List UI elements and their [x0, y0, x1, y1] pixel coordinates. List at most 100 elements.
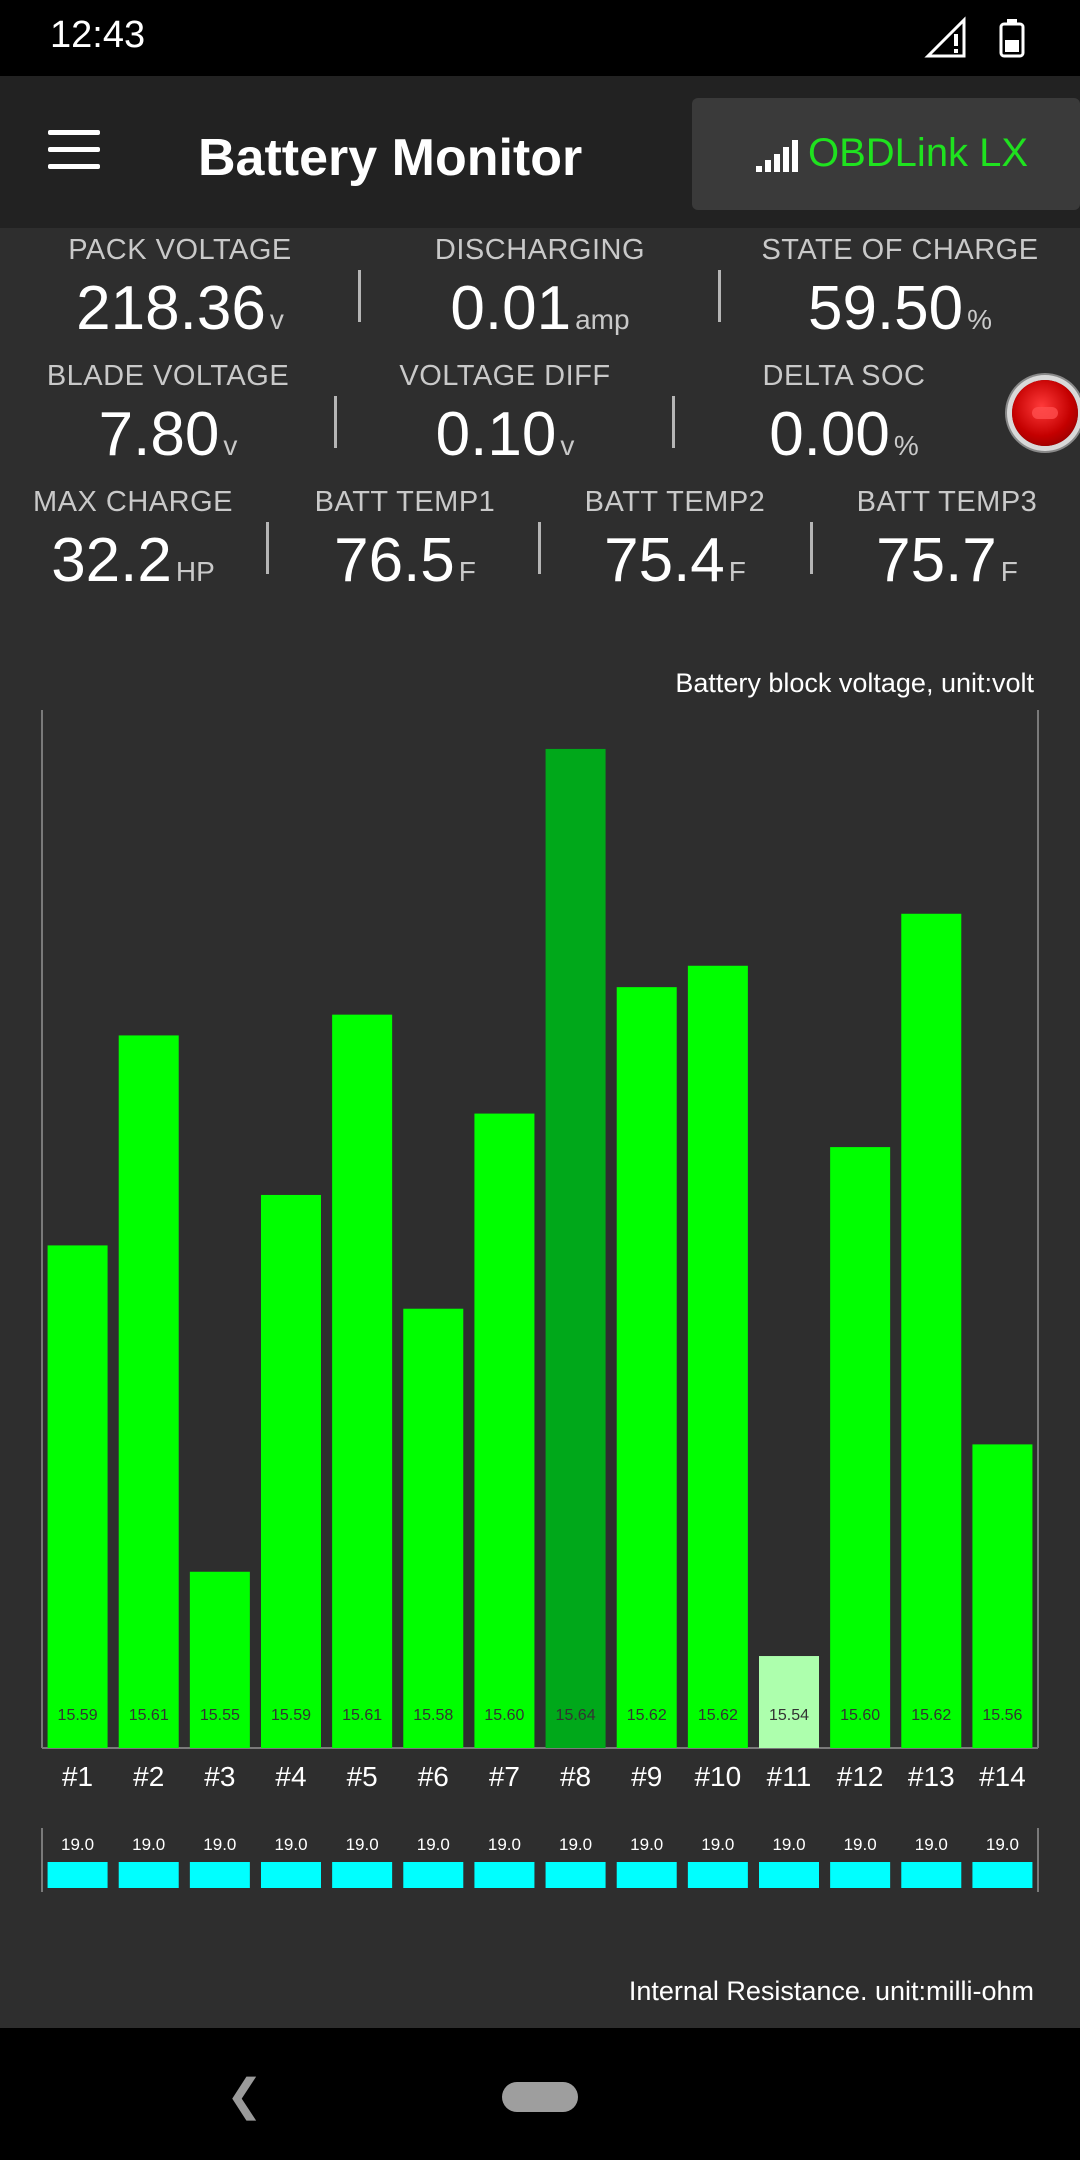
cell-label: #4: [275, 1761, 306, 1792]
battery-panel: PACK VOLTAGE 218.36 v DISCHARGING 0.01 amp…: [0, 228, 1080, 2028]
cell-label: #5: [347, 1761, 378, 1792]
cell-label: #3: [204, 1761, 235, 1792]
voltage-bar-value: 15.55: [200, 1707, 240, 1724]
metric-label: VOLTAGE DIFF: [399, 360, 611, 392]
voltage-bar: [759, 1656, 819, 1748]
app-bar: Battery Monitor OBDLink LX: [0, 76, 1080, 228]
voltage-bar-value: 15.59: [58, 1707, 98, 1724]
resistance-bar: [332, 1862, 393, 1888]
metric-label: BATT TEMP2: [584, 486, 766, 518]
status-bar: 12:43: [0, 0, 1080, 76]
divider: [266, 522, 269, 574]
resistance-value: 19.0: [488, 1835, 521, 1854]
voltage-bar: [47, 1245, 108, 1748]
resistance-value: 19.0: [417, 1835, 450, 1854]
metric-unit: %: [893, 430, 919, 461]
battery-icon: [999, 19, 1025, 58]
home-pill-button[interactable]: [502, 2082, 578, 2112]
signal-strength-icon: [756, 140, 798, 172]
resistance-bar: [972, 1862, 1033, 1888]
voltage-bar: [189, 1571, 250, 1748]
voltage-bar: [830, 1147, 891, 1748]
obd-adapter-label: OBDLink LX: [808, 131, 1029, 175]
voltage-bar-value: 15.62: [911, 1707, 951, 1724]
cell-label: #10: [694, 1761, 741, 1792]
resistance-bar: [261, 1862, 321, 1888]
voltage-bar-value: 15.61: [342, 1707, 382, 1724]
voltage-bar: [972, 1444, 1033, 1748]
signal-icon: [924, 16, 966, 58]
metric-unit: v: [223, 430, 238, 461]
voltage-bar-value: 15.60: [484, 1707, 524, 1724]
metric-unit: F: [728, 556, 746, 587]
resistance-value: 19.0: [559, 1835, 592, 1854]
metric-unit: v: [269, 304, 284, 335]
resistance-bar: [474, 1862, 535, 1888]
hamburger-icon: [48, 130, 100, 135]
voltage-chart-title: Battery block voltage, unit:volt: [675, 668, 1034, 698]
resistance-value: 19.0: [203, 1835, 236, 1854]
resistance-bar: [687, 1862, 748, 1888]
metric-label: MAX CHARGE: [33, 486, 233, 518]
status-time: 12:43: [50, 14, 146, 56]
metric-label: BATT TEMP1: [314, 486, 496, 518]
metric-pack-voltage: PACK VOLTAGE 218.36 v: [40, 234, 320, 344]
resistance-bar: [47, 1862, 108, 1888]
metric-label: BLADE VOLTAGE: [46, 360, 290, 392]
back-icon[interactable]: ❮: [226, 2071, 263, 2120]
resistance-bar: [759, 1862, 819, 1888]
voltage-bar-value: 15.58: [413, 1707, 453, 1724]
resistance-bar: [403, 1862, 464, 1888]
obd-adapter-button[interactable]: OBDLink LX: [692, 98, 1080, 210]
divider: [538, 522, 541, 574]
menu-button[interactable]: [48, 128, 104, 176]
resistance-value: 19.0: [274, 1835, 307, 1854]
resistance-value: 19.0: [630, 1835, 663, 1854]
resistance-value: 19.0: [346, 1835, 379, 1854]
metric-batt-temp1: BATT TEMP1 76.5 F: [290, 486, 520, 596]
resistance-value: 19.0: [701, 1835, 734, 1854]
cell-label: #9: [631, 1761, 662, 1792]
metric-unit: %: [967, 304, 993, 335]
voltage-bar-value: 15.59: [271, 1707, 311, 1724]
metric-value: 32.2: [51, 526, 172, 595]
resistance-bar: [189, 1862, 250, 1888]
resistance-value: 19.0: [61, 1835, 94, 1854]
metric-unit: F: [1000, 556, 1018, 587]
voltage-bar: [403, 1308, 464, 1748]
divider: [718, 270, 721, 322]
metric-value: 0.01: [450, 274, 572, 343]
resistance-value: 19.0: [844, 1835, 877, 1854]
metric-value: 7.80: [98, 400, 220, 469]
resistance-value: 19.0: [986, 1835, 1019, 1854]
metric-value: 59.50: [807, 274, 964, 343]
metric-unit: amp: [575, 304, 630, 335]
metric-voltage-diff: VOLTAGE DIFF 0.10 v: [370, 360, 640, 470]
cell-label: #12: [837, 1761, 884, 1792]
status-icons: [924, 16, 1034, 62]
metric-value: 218.36: [76, 274, 266, 343]
metric-batt-temp3: BATT TEMP3 75.7 F: [832, 486, 1062, 596]
metric-unit: HP: [175, 556, 215, 587]
voltage-bar: [332, 1014, 393, 1748]
cell-label: #11: [767, 1761, 812, 1792]
metric-value: 76.5: [334, 526, 455, 595]
metric-value: 0.10: [435, 400, 557, 469]
divider: [358, 270, 361, 322]
divider: [334, 396, 337, 448]
resistance-chart-title: Internal Resistance. unit:milli-ohm: [628, 1976, 1034, 2006]
voltage-bar-value: 15.56: [982, 1707, 1022, 1724]
metric-batt-temp2: BATT TEMP2 75.4 F: [560, 486, 790, 596]
cell-label: #2: [133, 1761, 164, 1792]
voltage-bar-value: 15.60: [840, 1707, 880, 1724]
voltage-bar-value: 15.61: [129, 1707, 169, 1724]
metric-max-charge: MAX CHARGE 32.2 HP: [18, 486, 248, 596]
resistance-bar: [118, 1862, 179, 1888]
cell-label: #7: [489, 1761, 520, 1792]
resistance-bar: [830, 1862, 891, 1888]
resistance-value: 19.0: [915, 1835, 948, 1854]
resistance-bar: [545, 1862, 606, 1888]
metric-blade-voltage: BLADE VOLTAGE 7.80 v: [28, 360, 308, 470]
record-button[interactable]: [1012, 380, 1078, 446]
metric-value: 75.4: [604, 526, 725, 595]
